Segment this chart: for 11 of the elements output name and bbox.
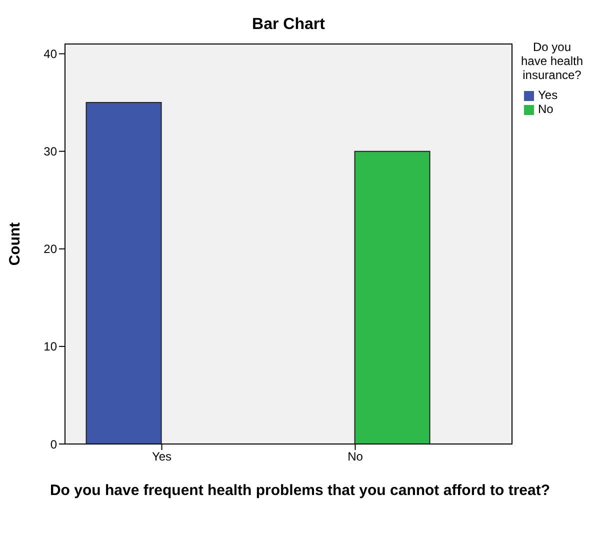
legend-label: No xyxy=(538,102,554,116)
x-axis-title: Do you have frequent health problems that you cannot afford to treat? xyxy=(48,482,552,499)
chart-title: Bar Chart xyxy=(251,16,326,34)
y-tick-label: 20 xyxy=(44,242,58,256)
y-tick-label: 30 xyxy=(44,144,58,159)
y-tick-label: 40 xyxy=(44,47,58,62)
y-tick-label: 10 xyxy=(44,340,58,354)
y-axis-title: Count xyxy=(6,222,24,266)
legend-label: Yes xyxy=(538,88,558,102)
legend-title: Do you have health insurance? xyxy=(520,40,584,82)
y-tick-label: 0 xyxy=(50,437,58,452)
